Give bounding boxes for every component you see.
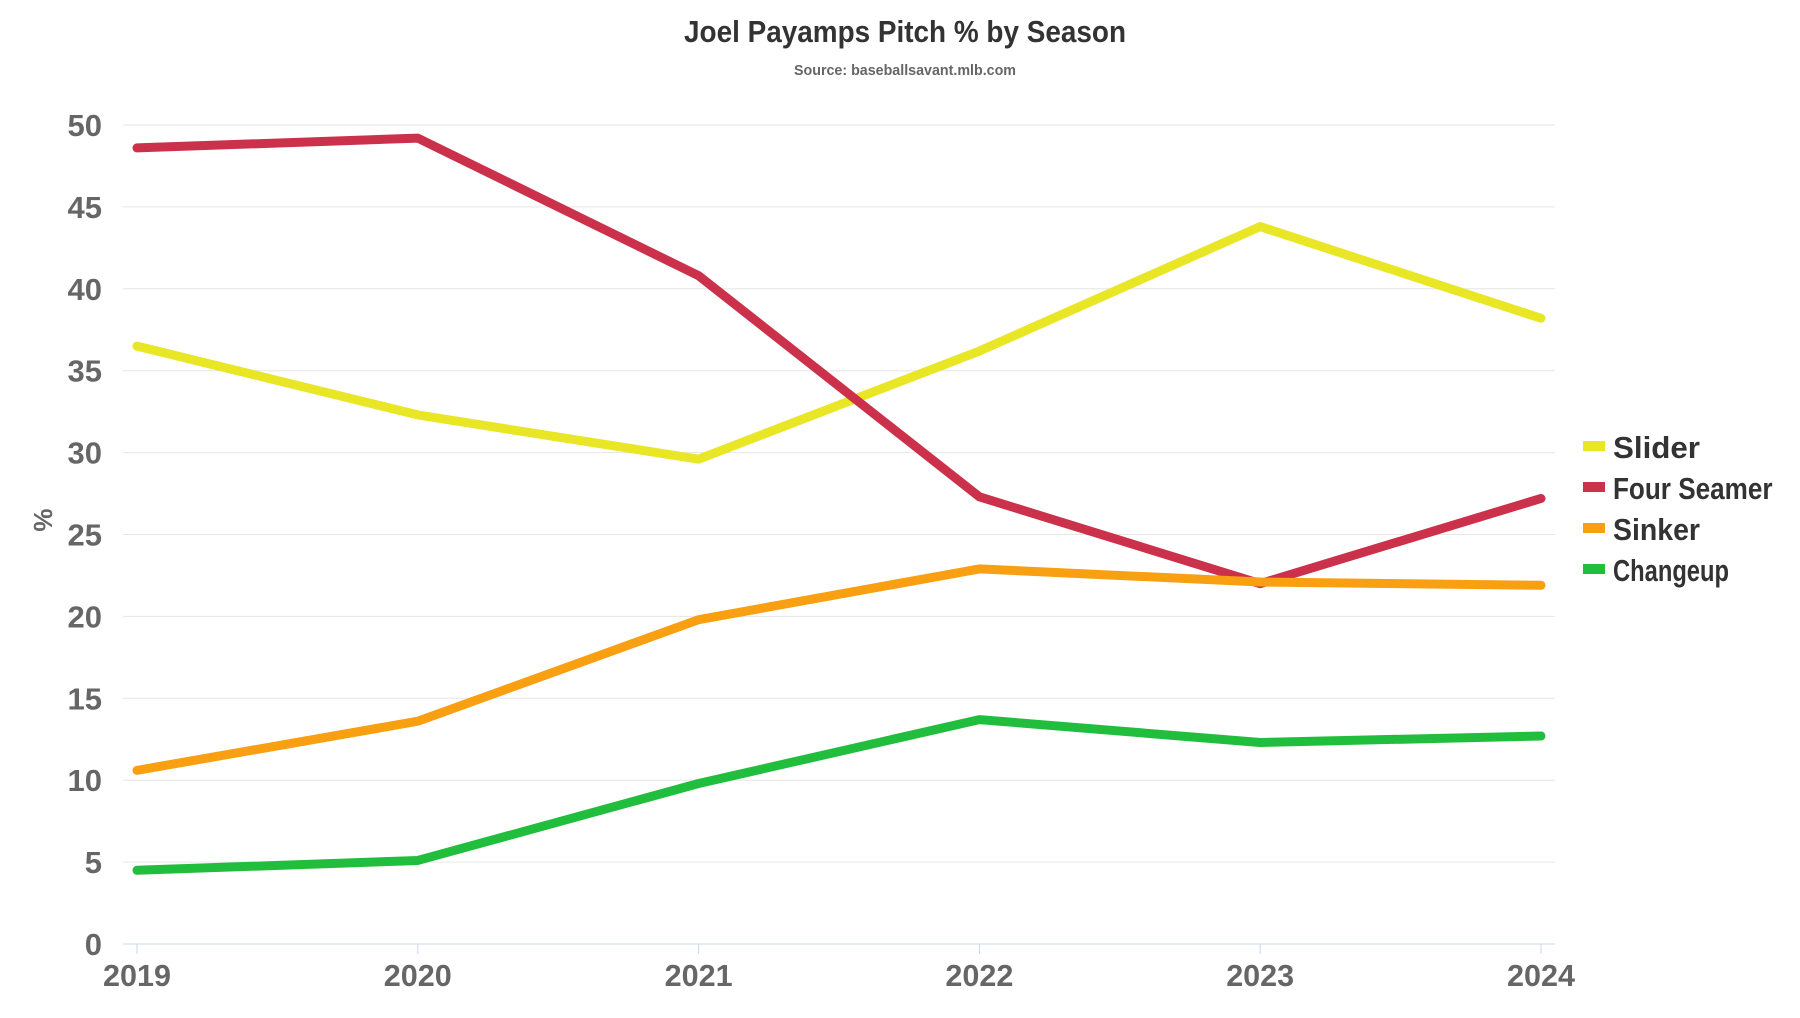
y-tick-label: 5: [85, 845, 102, 880]
series-line-four-seamer: [137, 138, 1541, 584]
legend-label: Changeup: [1613, 553, 1729, 588]
chart-title: Joel Payamps Pitch % by Season: [684, 14, 1126, 49]
y-tick-label: 10: [68, 763, 102, 798]
y-axis-label: %: [28, 508, 58, 531]
chart-subtitle: Source: baseballsavant.mlb.com: [794, 62, 1016, 79]
x-tick-label: 2020: [384, 958, 452, 993]
y-tick-label: 35: [68, 354, 102, 389]
x-tick-label: 2023: [1226, 958, 1294, 993]
x-tick-label: 2021: [665, 958, 733, 993]
x-tick-label: 2024: [1507, 958, 1576, 993]
legend-item[interactable]: Changeup: [1583, 553, 1729, 588]
y-tick-label: 0: [85, 927, 102, 962]
y-tick-label: 15: [68, 681, 102, 716]
legend-label: Slider: [1613, 430, 1700, 465]
legend-swatch: [1583, 564, 1605, 574]
legend-swatch: [1583, 441, 1605, 451]
y-tick-label: 20: [68, 599, 102, 634]
x-tick-label: 2019: [103, 958, 171, 993]
series-line-changeup: [137, 720, 1541, 871]
legend-swatch: [1583, 482, 1605, 492]
legend-label: Sinker: [1613, 512, 1700, 547]
y-tick-label: 50: [68, 108, 102, 143]
series-line-slider: [137, 227, 1541, 460]
legend-item[interactable]: Sinker: [1583, 512, 1700, 547]
x-tick-label: 2022: [945, 958, 1013, 993]
legend-label: Four Seamer: [1613, 471, 1773, 506]
legend-swatch: [1583, 523, 1605, 533]
legend-item[interactable]: Slider: [1583, 430, 1700, 465]
legend-item[interactable]: Four Seamer: [1583, 471, 1773, 506]
y-tick-label: 45: [68, 190, 102, 225]
y-tick-label: 40: [68, 272, 102, 307]
y-tick-label: 25: [68, 518, 102, 553]
y-tick-label: 30: [68, 436, 102, 471]
